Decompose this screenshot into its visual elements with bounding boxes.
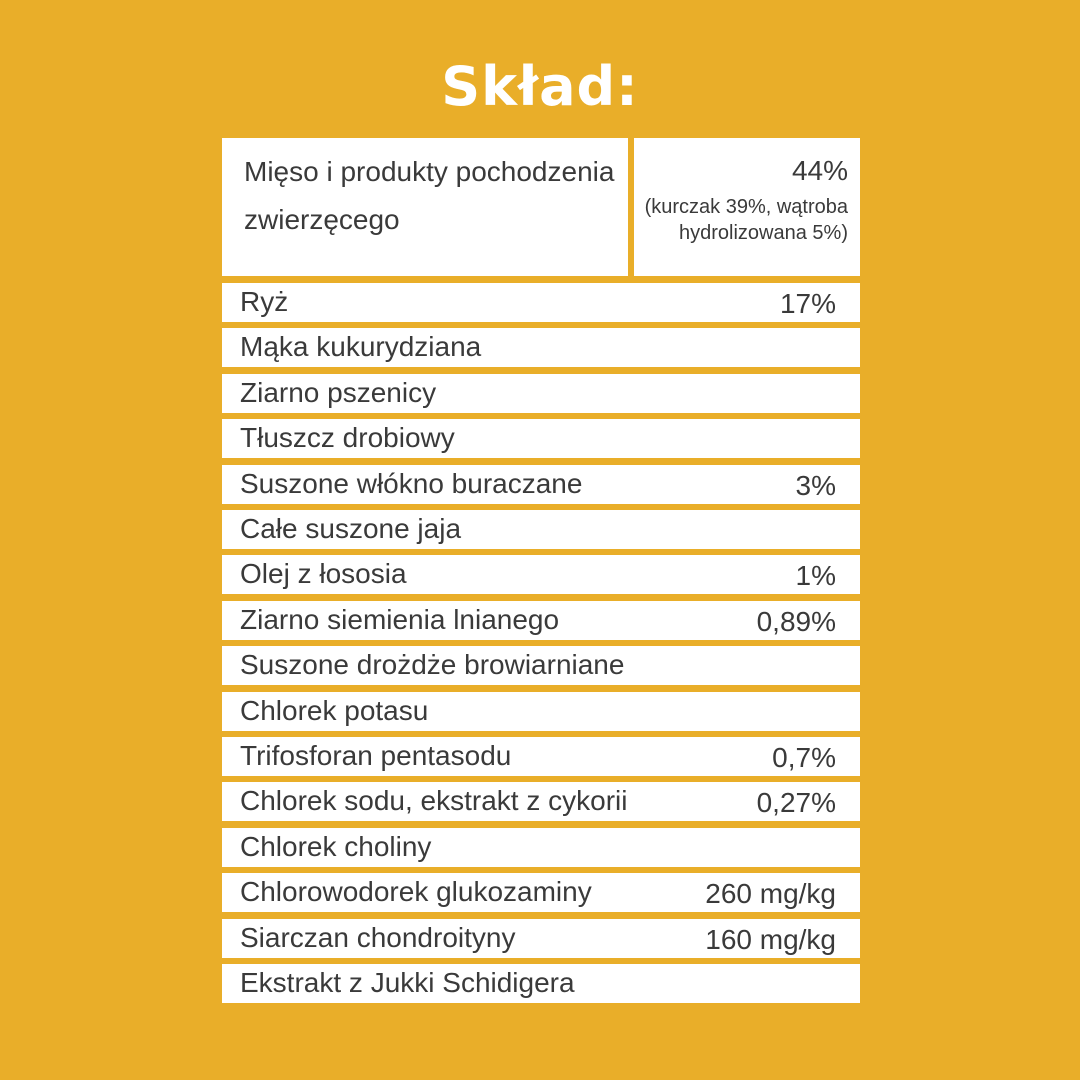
ingredient-name: Ziarno siemienia lnianego — [240, 604, 560, 635]
table-row: Siarczan chondroityny 160 mg/kg — [222, 919, 860, 958]
ingredient-name: Chlorowodorek glukozaminy — [240, 876, 592, 907]
table-row: Całe suszone jaja — [222, 510, 860, 549]
table-row: Chlorek potasu — [222, 692, 860, 731]
ingredient-note: (kurczak 39%, wątroba hydrolizowana 5%) — [634, 194, 848, 246]
table-row: Ekstrakt z Jukki Schidigera — [222, 964, 860, 1003]
ingredients-header-row: Mięso i produkty pochodzenia zwierzęcego… — [222, 138, 860, 276]
ingredient-name: Suszone drożdże browiarniane — [240, 649, 625, 680]
ingredient-name-cell: Mięso i produkty pochodzenia zwierzęcego — [222, 138, 628, 276]
ingredient-name: Ziarno pszenicy — [240, 377, 437, 408]
ingredient-name-line-2: zwierzęcego — [244, 204, 400, 235]
table-row: Chlorek sodu, ekstrakt z cykorii 0,27% — [222, 782, 860, 821]
ingredient-name: Całe suszone jaja — [240, 513, 462, 544]
ingredient-value: 0,27% — [756, 787, 836, 818]
table-row: Chlorek choliny — [222, 828, 860, 867]
ingredient-name-line-1: Mięso i produkty pochodzenia — [244, 156, 615, 187]
ingredient-name: Ekstrakt z Jukki Schidigera — [240, 967, 575, 998]
ingredient-name: Mąka kukurydziana — [240, 331, 482, 362]
ingredient-name: Chlorek sodu, ekstrakt z cykorii — [240, 785, 628, 816]
table-row: Tłuszcz drobiowy — [222, 419, 860, 458]
table-row: Chlorowodorek glukozaminy 260 mg/kg — [222, 873, 860, 912]
table-row: Suszone drożdże browiarniane — [222, 646, 860, 685]
ingredient-value: 0,89% — [756, 606, 836, 637]
table-row: Ziarno pszenicy — [222, 374, 860, 413]
table-row: Ryż 17% — [222, 283, 860, 322]
ingredient-value: 160 mg/kg — [705, 924, 836, 955]
table-row: Mąka kukurydziana — [222, 328, 860, 367]
table-row: Ziarno siemienia lnianego 0,89% — [222, 601, 860, 640]
ingredient-value: 0,7% — [772, 742, 836, 773]
ingredient-percentage: 44% — [791, 155, 848, 186]
table-row: Suszone włókno buraczane 3% — [222, 465, 860, 504]
ingredient-value-cell: 44% (kurczak 39%, wątroba hydrolizowana … — [634, 138, 860, 276]
ingredient-value: 3% — [795, 470, 836, 501]
ingredient-note-line-1: (kurczak 39%, wątroba — [644, 196, 848, 218]
ingredient-note-line-2: hydrolizowana 5%) — [679, 222, 848, 244]
ingredient-value: 17% — [779, 288, 836, 319]
ingredient-name: Chlorek potasu — [240, 695, 429, 726]
ingredient-value: 260 mg/kg — [705, 878, 836, 909]
ingredient-name: Tłuszcz drobiowy — [240, 422, 455, 453]
page-title: Skład: — [441, 55, 639, 118]
ingredient-name: Trifosforan pentasodu — [240, 740, 512, 771]
ingredient-value: 1% — [795, 560, 836, 591]
ingredient-name: Siarczan chondroityny — [240, 922, 516, 953]
ingredient-name: Chlorek choliny — [240, 831, 432, 862]
ingredient-name: Olej z łososia — [240, 558, 407, 589]
ingredient-name: Ryż — [240, 286, 289, 317]
ingredient-name: Suszone włókno buraczane — [240, 468, 583, 499]
table-row: Olej z łososia 1% — [222, 555, 860, 594]
table-row: Trifosforan pentasodu 0,7% — [222, 737, 860, 776]
